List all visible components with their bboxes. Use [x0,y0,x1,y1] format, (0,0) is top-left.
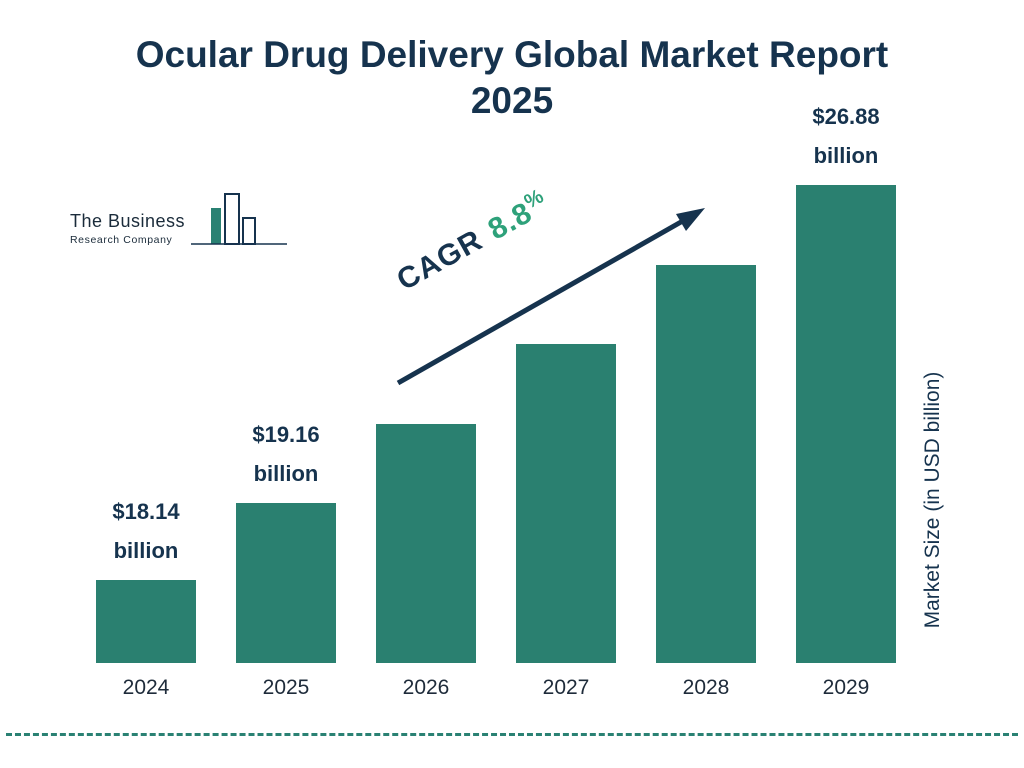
logo-subname: Research Company [70,234,173,246]
bar-value-label-2024: $18.14 billion [112,499,180,563]
bar-2029 [796,185,896,663]
page-title-line2: 2025 [470,80,554,122]
bar-column-2025: $19.16 billion 2025 [236,416,336,700]
bar-2027 [516,344,616,663]
page-title-line1: Ocular Drug Delivery Global Market Repor… [135,34,889,75]
bar-column-2029: $26.88 billion 2029 [796,98,896,700]
x-axis-label-2027: 2027 [542,676,590,699]
bar-2024 [96,580,196,663]
x-axis-label-2025: 2025 [262,676,310,699]
page-title: Ocular Drug Delivery Global Market Repor… [0,32,1024,125]
bar-column-2026: 2026 [376,424,476,700]
bar-2028 [656,265,756,663]
x-axis-label-2024: 2024 [122,676,170,699]
bar-2025 [236,503,336,663]
bar-chart-logo-icon [191,193,288,245]
x-axis-label-2029: 2029 [822,676,870,699]
bar-2026 [376,424,476,663]
bar-column-2027: 2027 [516,344,616,700]
logo-name: The Business [70,211,186,231]
bar-value-label-2029: $26.88 billion [812,104,880,168]
bar-chart-plot: $18.14 billion 2024 $19.16 billion 2025 2026 20… [96,98,896,700]
growth-arrow-icon [396,208,705,386]
bar-column-2024: $18.14 billion 2024 [96,493,196,700]
bar-value-label-2025: $19.16 billion [252,422,320,486]
x-axis-label-2026: 2026 [402,676,450,699]
logo-text: The Business Research Company [70,211,185,256]
x-axis-label-2028: 2028 [682,676,730,699]
company-logo: The Business Research Company [70,192,291,256]
y-axis-title: Market Size (in USD billion) [921,371,944,629]
bottom-dashed-divider [6,733,1018,736]
bar-column-2028: 2028 [656,265,756,700]
